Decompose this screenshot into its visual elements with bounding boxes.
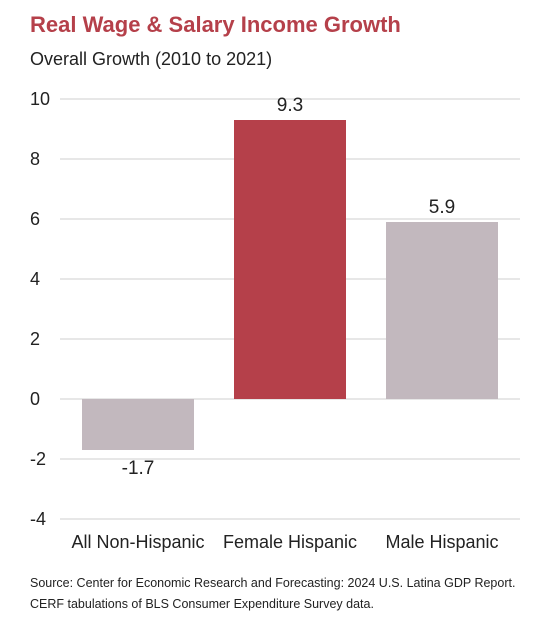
data-label: 5.9: [429, 197, 455, 218]
y-tick-label: 0: [30, 389, 40, 409]
bar: [234, 120, 346, 399]
y-tick-label: 2: [30, 329, 40, 349]
y-tick-label: 4: [30, 269, 40, 289]
bar: [386, 222, 498, 399]
x-axis-ticks: All Non-Hispanic Female Hispanic Male Hisp…: [71, 532, 498, 552]
y-tick-label: 8: [30, 149, 40, 169]
bar-chart: 10 8 6 4 2 0 -2 -4 -1.7 9.3 5.9 All Non-Hispanic F…: [30, 89, 520, 552]
x-tick-label: All Non-Hispanic: [71, 532, 204, 552]
y-tick-label: -2: [30, 449, 46, 469]
chart-subtitle: Overall Growth (2010 to 2021): [30, 49, 273, 69]
source-note: Source: Center for Economic Research and…: [30, 576, 516, 611]
bar: [82, 399, 194, 450]
data-label: 9.3: [277, 95, 303, 116]
data-labels: -1.7 9.3 5.9: [122, 95, 456, 479]
chart-title: Real Wage & Salary Income Growth: [30, 12, 401, 37]
x-tick-label: Female Hispanic: [223, 532, 357, 552]
y-tick-label: 10: [30, 89, 50, 109]
x-tick-label: Male Hispanic: [385, 532, 498, 552]
y-tick-label: -4: [30, 509, 46, 529]
bars: [82, 120, 498, 450]
y-tick-label: 6: [30, 209, 40, 229]
y-axis-ticks: 10 8 6 4 2 0 -2 -4: [30, 89, 50, 529]
data-label: -1.7: [122, 458, 155, 479]
